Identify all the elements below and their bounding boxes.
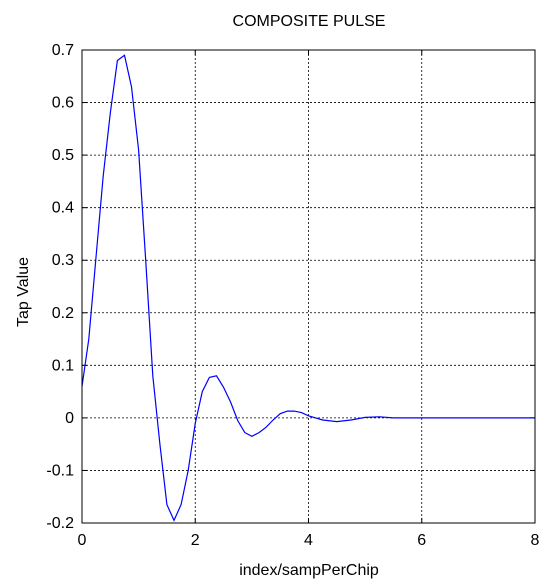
x-tick-label: 8 [531,532,540,549]
y-tick-label: 0.4 [52,200,74,217]
y-tick-label: 0.1 [52,357,74,374]
x-tick-label: 0 [78,532,87,549]
y-axis-label: Tap Value [15,257,32,327]
y-tick-label: 0.7 [52,42,74,59]
grid-lines [82,50,535,523]
y-tick-label: 0 [65,410,74,427]
x-tick-label: 6 [417,532,426,549]
x-tick-label: 4 [304,532,313,549]
plot-frame [81,49,536,524]
y-tick-label: 0.6 [52,95,74,112]
series-line [81,54,535,522]
axis-ticks: 0 2 4 6 8 -0.2 -0.1 0 0.1 0.2 0.3 0.4 0.5 0.6 0.7 [46,42,539,549]
y-tick-label: 0.2 [52,305,74,322]
x-axis-label: index/sampPerChip [239,562,379,579]
chart-title: COMPOSITE PULSE [233,13,386,30]
y-tick-label: -0.2 [46,515,74,532]
y-tick-label: -0.1 [46,462,74,479]
x-tick-label: 2 [191,532,200,549]
y-tick-label: 0.5 [52,147,74,164]
y-tick-label: 0.3 [52,252,74,269]
